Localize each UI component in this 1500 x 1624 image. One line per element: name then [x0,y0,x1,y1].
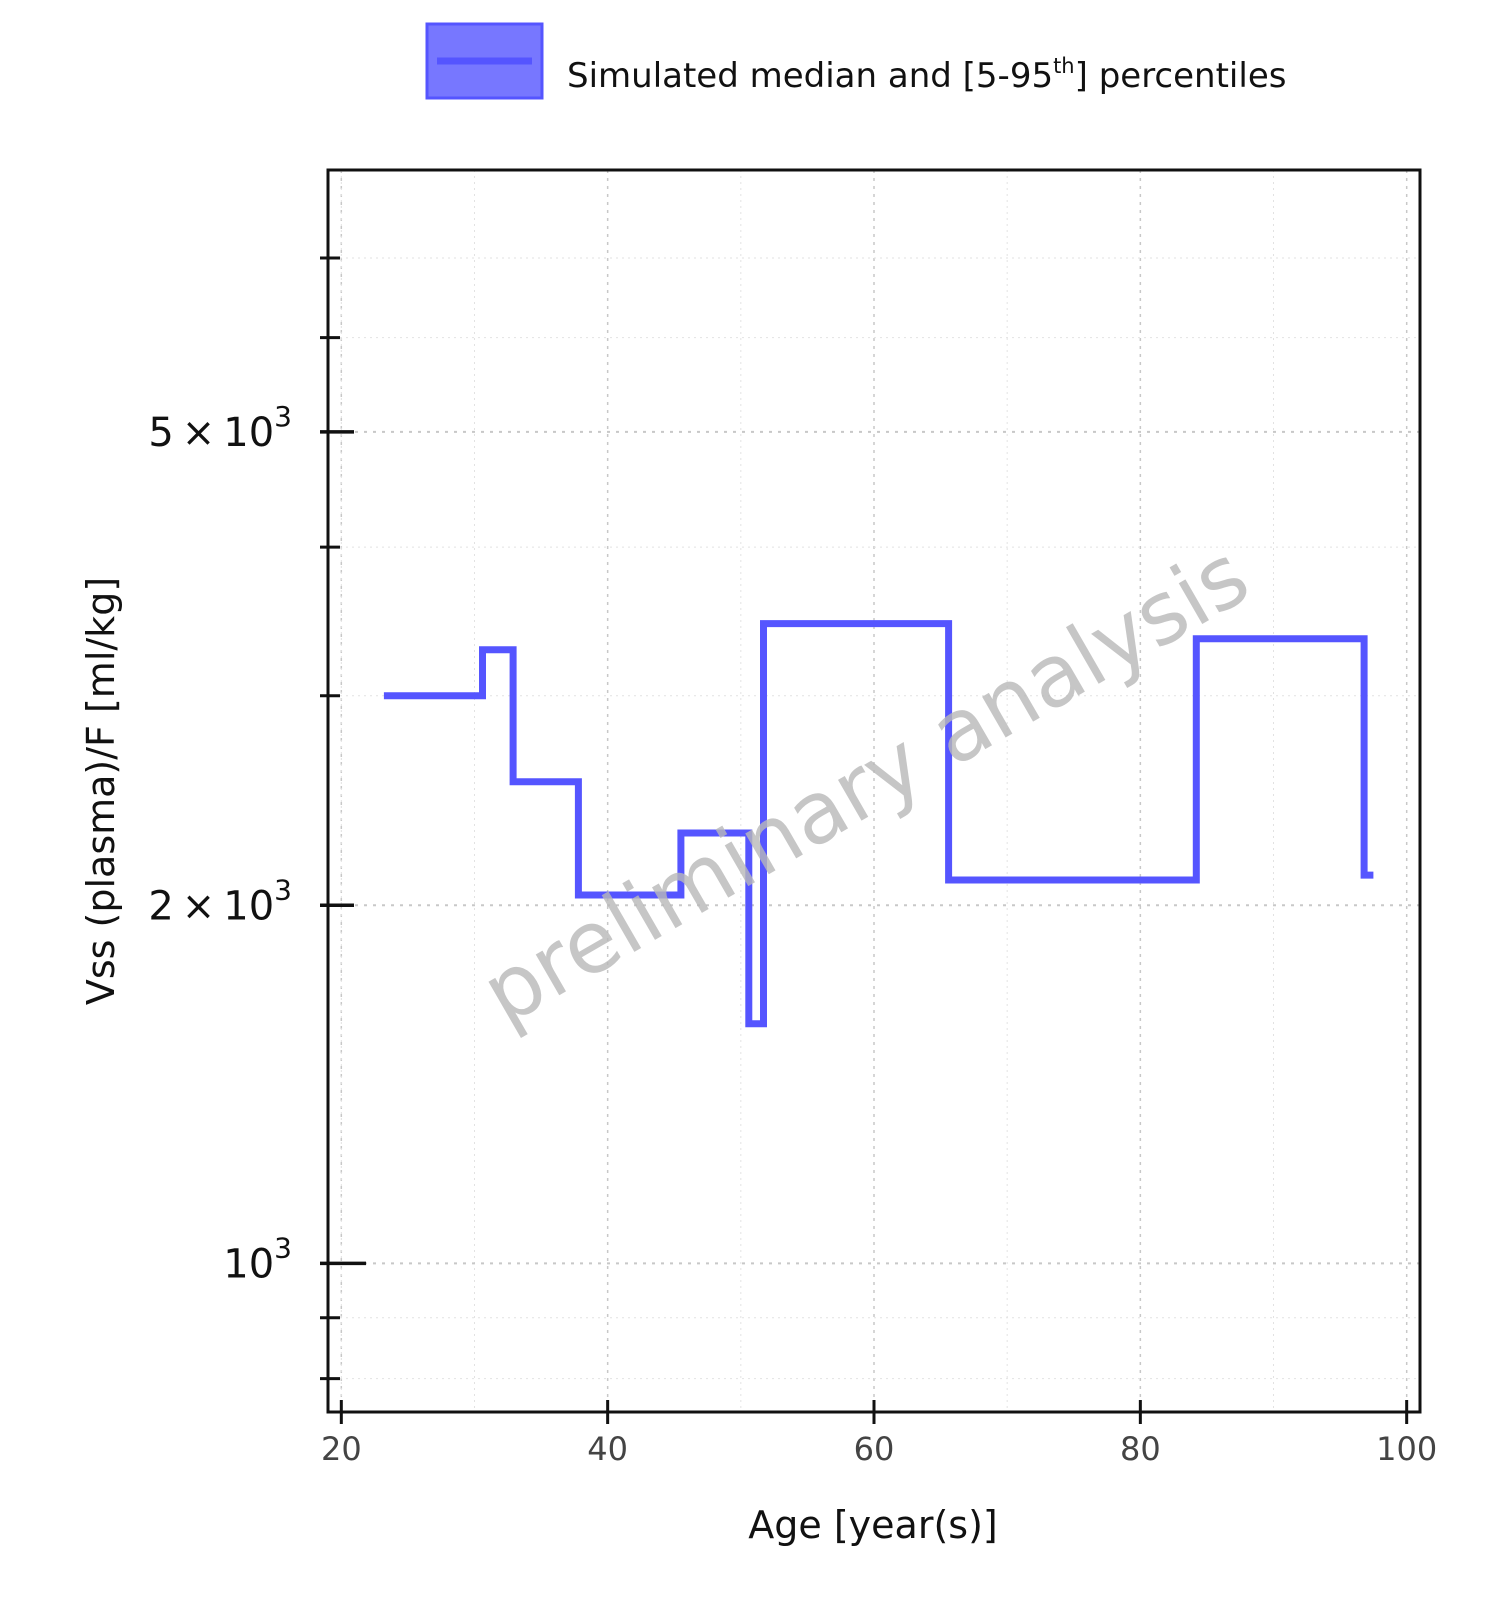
x-tick-label: 40 [587,1430,628,1468]
y-ticks: 5 × 103 2 × 103 103 [148,256,366,1381]
median-line [383,620,1374,1028]
legend-label: Simulated median and [5-95th] percentile… [567,54,1286,96]
x-tick-label: 60 [854,1430,895,1468]
series [383,620,1374,1028]
x-tick-label: 20 [321,1430,362,1468]
legend: Simulated median and [5-95th] percentile… [425,22,1286,100]
x-tick-label: 100 [1376,1430,1437,1468]
x-ticks: 20 40 60 80 100 [321,1400,1437,1468]
y-axis-title: Vss (plasma)/F [ml/kg] [79,577,123,1005]
y-tick-label: 103 [223,1231,292,1287]
watermark: preliminary analysis [466,525,1265,1044]
y-tick-label: 5 × 103 [148,400,292,456]
grid [328,170,1420,1412]
y-tick-label: 2 × 103 [148,873,292,929]
x-tick-label: 80 [1120,1430,1161,1468]
x-axis-title: Age [year(s)] [748,1503,997,1547]
